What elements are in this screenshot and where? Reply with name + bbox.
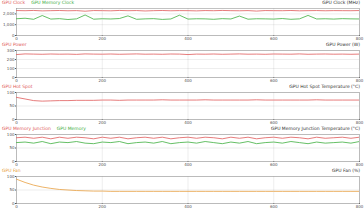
svg-text:50: 50 (9, 103, 15, 108)
svg-text:400: 400 (184, 120, 192, 125)
svg-text:50: 50 (9, 145, 15, 150)
svg-text:0: 0 (12, 74, 15, 80)
html-text:GPU Memory: GPU Memory (56, 126, 86, 131)
svg-text:600: 600 (270, 36, 278, 41)
html-text:GPU Fan (%): GPU Fan (%) (332, 168, 360, 173)
svg-text:100: 100 (7, 66, 15, 71)
html-text:GPU Hot Spot Temperature (°C): GPU Hot Spot Temperature (°C) (289, 84, 360, 89)
svg-text:800: 800 (356, 162, 364, 167)
svg-text:100: 100 (7, 132, 15, 137)
html-text:GPU Power: GPU Power (2, 42, 27, 47)
html-text:GPU Memory Junction: GPU Memory Junction (2, 126, 51, 131)
svg-text:400: 400 (184, 204, 192, 209)
html-text:GPU Fan: GPU Fan (2, 168, 21, 173)
svg-text:0: 0 (12, 200, 15, 206)
svg-text:0: 0 (15, 78, 18, 83)
svg-text:600: 600 (270, 78, 278, 83)
svg-text:200: 200 (98, 204, 106, 209)
svg-text:0: 0 (15, 162, 18, 167)
html-text:GPU Memory Junction Temperatur: GPU Memory Junction Temperature (°C) (270, 126, 360, 131)
html-text:GPU Memory Clock: GPU Memory Clock (31, 0, 74, 5)
svg-text:200: 200 (98, 36, 106, 41)
svg-text:400: 400 (184, 162, 192, 167)
svg-text:2,000: 2,000 (3, 11, 15, 16)
svg-text:0: 0 (12, 32, 15, 38)
svg-text:400: 400 (184, 36, 192, 41)
html-text:GPU Hot Spot: GPU Hot Spot (2, 84, 33, 89)
svg-text:0: 0 (15, 120, 18, 125)
svg-text:300: 300 (7, 48, 15, 53)
svg-text:0: 0 (15, 204, 18, 209)
html-text:GPU Clock (MHz): GPU Clock (MHz) (322, 0, 360, 5)
svg-text:200: 200 (98, 78, 106, 83)
svg-text:200: 200 (98, 120, 106, 125)
svg-text:800: 800 (356, 120, 364, 125)
svg-text:800: 800 (356, 204, 364, 209)
html-text:GPU Clock: GPU Clock (2, 0, 26, 5)
svg-text:800: 800 (356, 78, 364, 83)
svg-text:100: 100 (7, 174, 15, 179)
html-text:GPU Power (W): GPU Power (W) (326, 42, 360, 47)
svg-text:400: 400 (184, 78, 192, 83)
svg-text:600: 600 (270, 162, 278, 167)
svg-text:0: 0 (12, 116, 15, 122)
svg-text:200: 200 (98, 162, 106, 167)
svg-text:50: 50 (9, 187, 15, 192)
svg-text:200: 200 (7, 57, 15, 62)
svg-text:600: 600 (270, 120, 278, 125)
svg-text:0: 0 (15, 36, 18, 41)
svg-text:0: 0 (12, 158, 15, 164)
svg-text:100: 100 (7, 90, 15, 95)
svg-text:600: 600 (270, 204, 278, 209)
svg-text:1,000: 1,000 (3, 22, 15, 27)
svg-text:800: 800 (356, 36, 364, 41)
